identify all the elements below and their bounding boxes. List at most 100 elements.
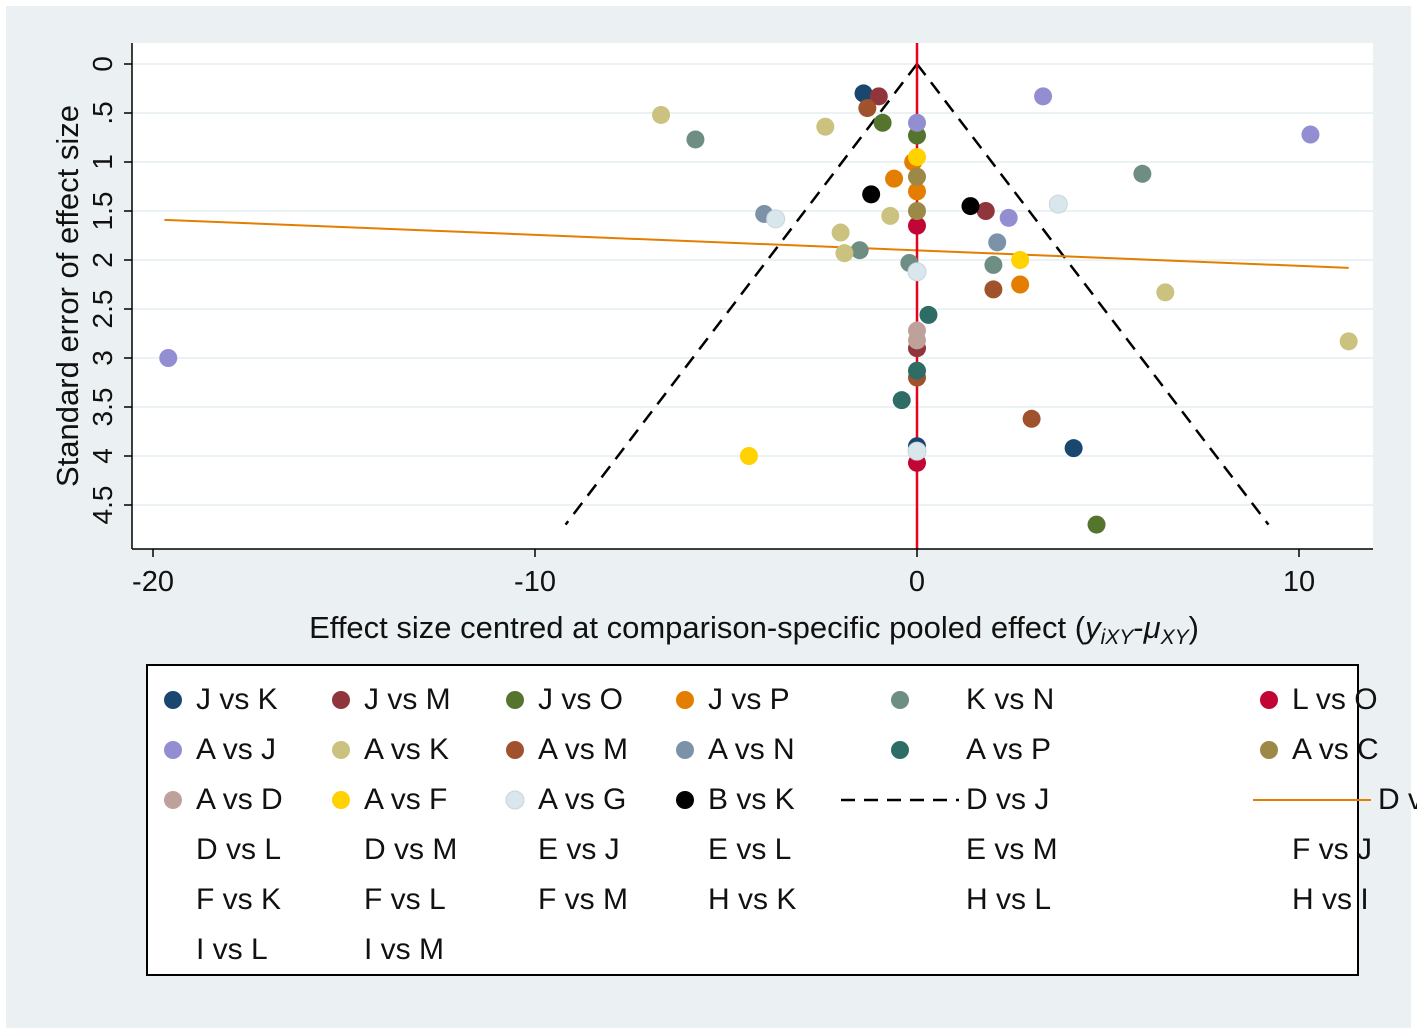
legend-item-j-vs-k: J vs K: [156, 680, 278, 720]
legend-symbol: [324, 739, 358, 761]
legend-marker: [505, 790, 525, 810]
legend-label: A vs C: [1292, 733, 1379, 766]
legend-item-i-vs-l: I vs L: [156, 930, 268, 970]
legend-symbol: [1252, 795, 1372, 805]
legend-label: D vs K: [1378, 783, 1417, 816]
legend-symbol: [156, 689, 190, 711]
point-j-vs-o: [908, 126, 926, 145]
legend-item-a-vs-c: A vs C: [1252, 730, 1379, 770]
point-a-vs-d: [908, 331, 926, 350]
legend-symbol: [498, 789, 532, 811]
legend-label: K vs N: [966, 683, 1055, 716]
point-a-vs-j: [1034, 87, 1053, 106]
legend-marker-icon: [891, 741, 909, 759]
legend-item-f-vs-l: F vs L: [324, 880, 446, 920]
legend-symbol: [840, 739, 960, 761]
legend-item-j-vs-o: J vs O: [498, 680, 623, 720]
legend-symbol: [668, 739, 702, 761]
x-axis-title: Effect size centred at comparison-specif…: [309, 610, 1199, 649]
legend-item-a-vs-n: A vs N: [668, 730, 795, 770]
legend-marker-icon: [506, 741, 524, 759]
point-j-vs-k: [854, 84, 873, 103]
legend-line-icon: [1253, 799, 1371, 801]
legend-item-d-vs-k: D vs K: [1252, 780, 1417, 820]
legend-label: A vs F: [364, 783, 448, 816]
legend-item-i-vs-m: I vs M: [324, 930, 444, 970]
legend-item-e-vs-l: E vs L: [668, 830, 791, 870]
legend-item-f-vs-m: F vs M: [498, 880, 628, 920]
point-a-vs-j: [908, 113, 926, 132]
legend-label: L vs O: [1292, 683, 1378, 716]
legend-marker: [1260, 691, 1278, 709]
y-tick-label: 2.5: [87, 290, 118, 329]
legend-item-a-vs-j: A vs J: [156, 730, 276, 770]
point-j-vs-m: [869, 87, 888, 106]
legend-label: F vs K: [196, 883, 282, 916]
legend-symbol: [498, 689, 532, 711]
legend-symbol: [324, 789, 358, 811]
point-a-vs-g: [766, 209, 786, 229]
point-a-vs-f: [908, 148, 926, 167]
legend-label: A vs D: [196, 783, 283, 816]
point-a-vs-c: [908, 167, 926, 186]
point-a-vs-j: [1301, 125, 1320, 144]
legend-item-j-vs-p: J vs P: [668, 680, 790, 720]
x-tick-label: -20: [132, 566, 174, 598]
y-tick-label: .5: [87, 101, 118, 124]
point-b-vs-k: [961, 197, 980, 216]
legend-label: H vs I: [1292, 883, 1369, 916]
legend-item-a-vs-m: A vs M: [498, 730, 628, 770]
y-tick-label: 3: [87, 350, 118, 366]
point-k-vs-n: [984, 255, 1003, 274]
legend-item-a-vs-p: A vs P: [840, 730, 1051, 770]
legend-label: D vs M: [364, 833, 458, 866]
point-a-vs-k: [816, 117, 835, 136]
point-a-vs-m: [1022, 409, 1041, 428]
funnel-right-line: [916, 63, 1270, 526]
legend-label: A vs P: [966, 733, 1052, 766]
point-j-vs-p: [1011, 275, 1030, 294]
point-a-vs-g: [907, 262, 927, 282]
legend-item-a-vs-d: A vs D: [156, 780, 283, 820]
point-j-vs-m: [976, 202, 995, 220]
legend-item-a-vs-f: A vs F: [324, 780, 447, 820]
legend-marker-icon: [506, 691, 524, 709]
point-a-vs-k: [652, 105, 671, 124]
point-a-vs-k: [1156, 283, 1175, 302]
y-tick-label: 2: [87, 252, 118, 268]
y-tick-label: 1.5: [87, 192, 118, 231]
legend-item-b-vs-k: B vs K: [668, 780, 795, 820]
legend-marker: [506, 741, 524, 759]
legend-marker-icon: [676, 741, 694, 759]
point-a-vs-k: [1339, 332, 1358, 351]
point-a-vs-p: [892, 391, 911, 410]
legend-item-h-vs-l: H vs L: [840, 880, 1051, 920]
point-j-vs-p: [885, 169, 904, 188]
legend-marker-icon: [1260, 691, 1278, 709]
legend-marker: [676, 741, 694, 759]
legend-label: E vs M: [966, 833, 1058, 866]
legend-label: A vs G: [538, 783, 627, 816]
funnel-left-line: [564, 63, 918, 526]
legend-label: I vs M: [364, 933, 444, 966]
legend-label: A vs N: [708, 733, 795, 766]
legend-label: J vs M: [364, 683, 451, 716]
legend-marker-icon: [164, 741, 182, 759]
legend-label: J vs P: [708, 683, 790, 716]
point-a-vs-k: [835, 244, 854, 263]
legend-label: E vs L: [708, 833, 792, 866]
point-j-vs-o: [873, 113, 892, 132]
regression-line: [164, 218, 1349, 269]
legend-symbol: [324, 689, 358, 711]
legend-marker-icon: [1260, 741, 1278, 759]
legend-item-d-vs-l: D vs L: [156, 830, 281, 870]
legend: J vs K J vs M J vs O J vs P K vs N L vs O A vs…: [146, 664, 1417, 976]
legend-label: F vs J: [1292, 833, 1372, 866]
point-a-vs-f: [1011, 251, 1030, 269]
legend-item-e-vs-j: E vs J: [498, 830, 620, 870]
legend-marker: [164, 741, 182, 759]
legend-marker: [1260, 741, 1278, 759]
legend-label: H vs K: [708, 883, 797, 916]
y-tick-label: 4.5: [87, 486, 118, 525]
legend-marker-icon: [332, 791, 350, 809]
